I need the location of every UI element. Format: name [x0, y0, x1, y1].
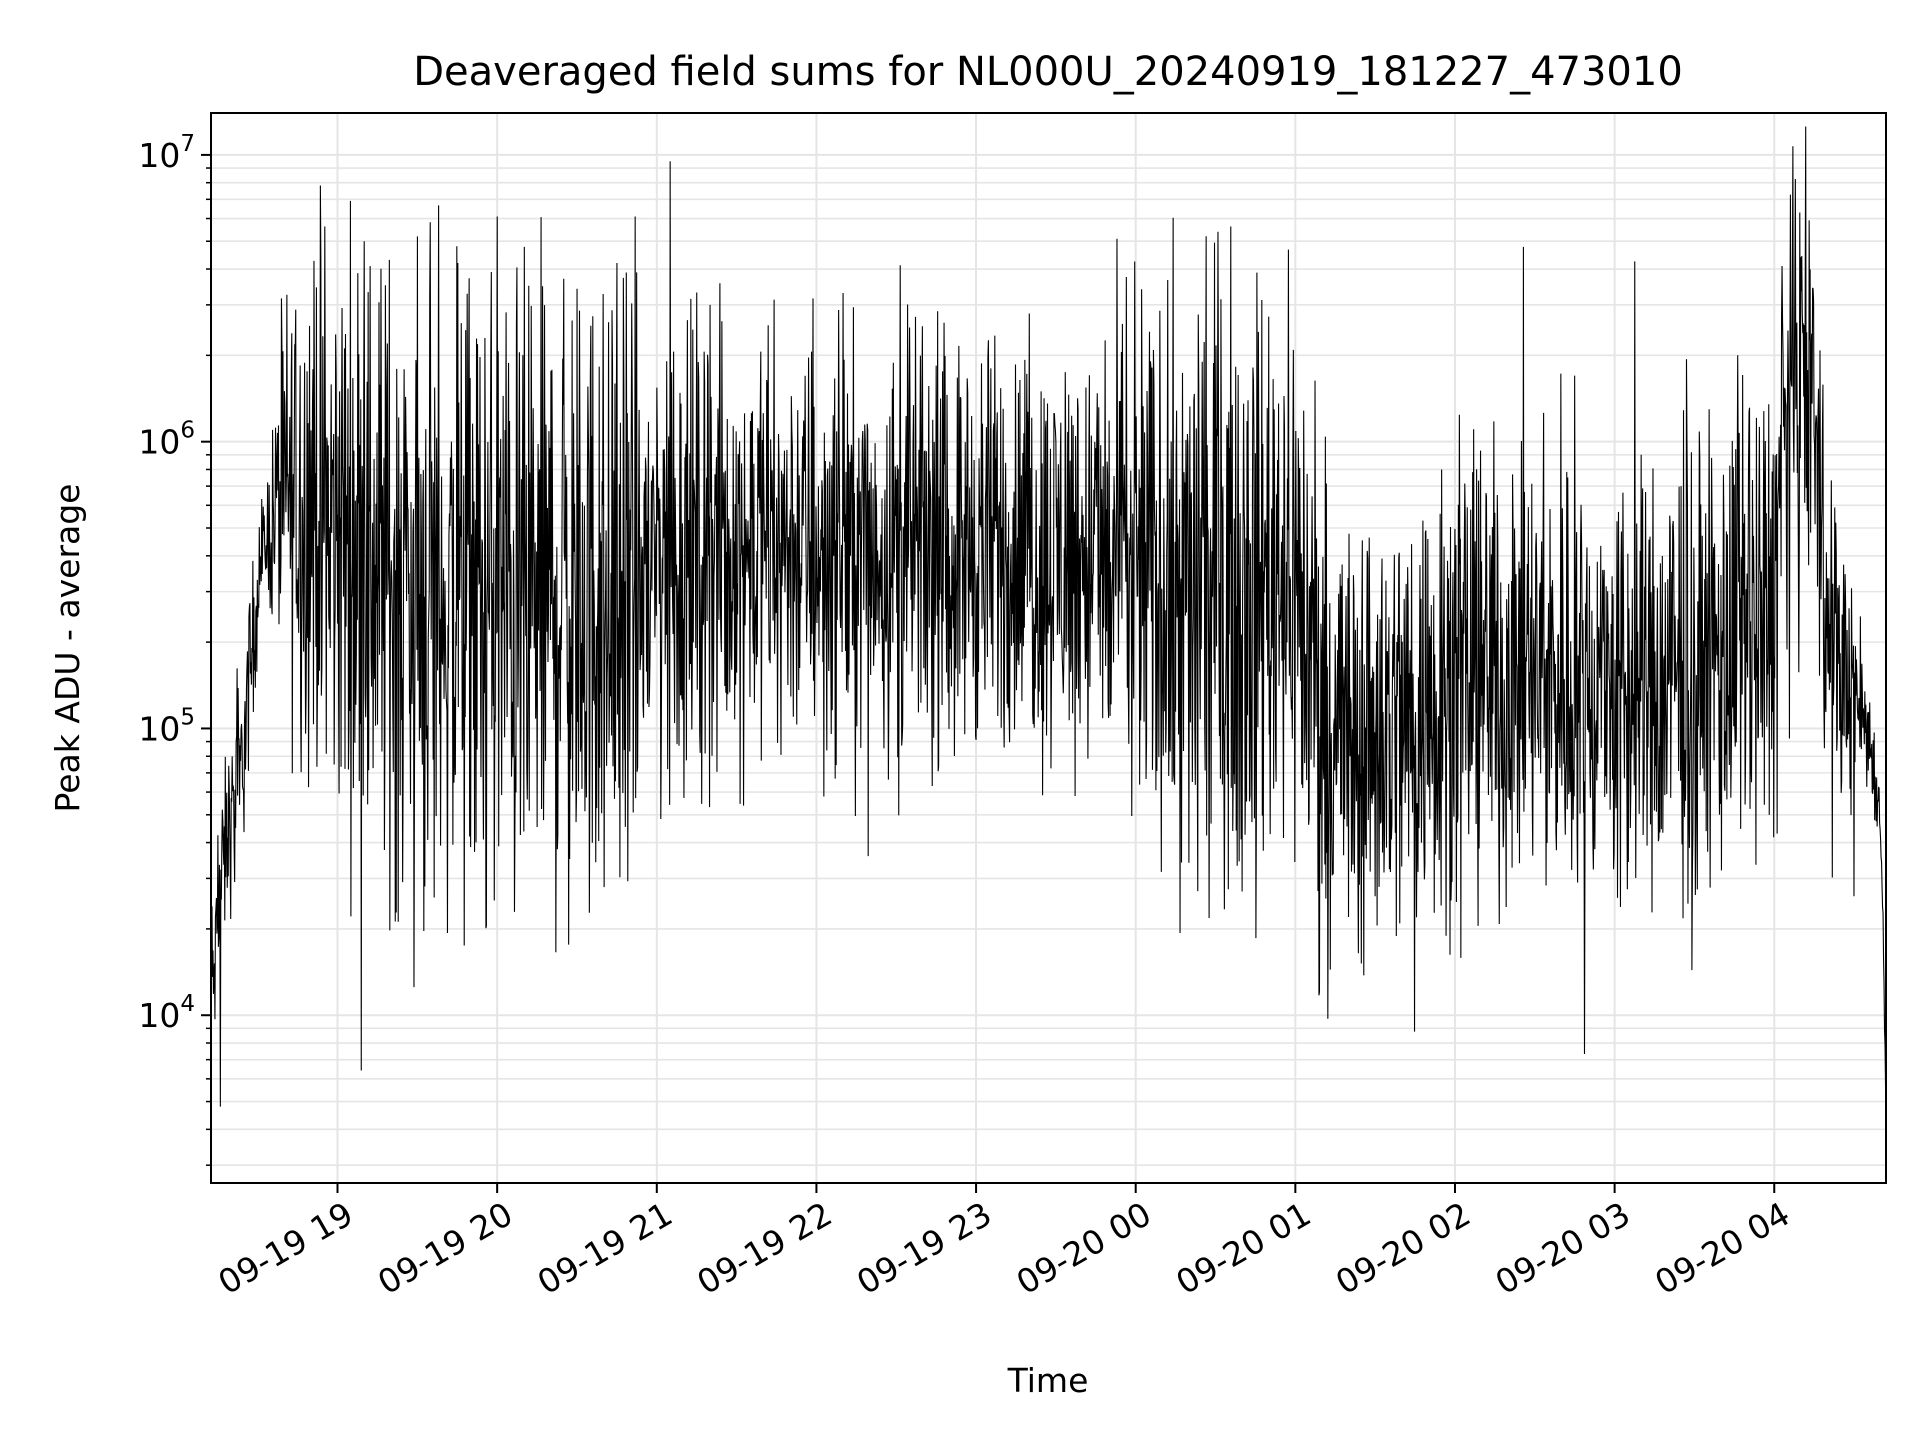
series-layer	[210, 126, 1887, 1120]
y-tick-label: 107	[138, 131, 195, 175]
y-tick-label: 106	[138, 418, 195, 462]
y-axis: 104 105 106 107	[138, 131, 211, 1166]
y-axis-label: Peak ADU - average	[48, 484, 87, 813]
y-tick-label: 104	[138, 991, 195, 1035]
y-tick-label: 105	[138, 704, 195, 748]
minor-gridlines	[211, 167, 1886, 1166]
chart-title: Deaveraged field sums for NL000U_2024091…	[413, 49, 1683, 95]
plot-frame	[210, 112, 1887, 1184]
series-line	[210, 126, 1887, 1120]
x-axis-label: Time	[1007, 1361, 1089, 1400]
